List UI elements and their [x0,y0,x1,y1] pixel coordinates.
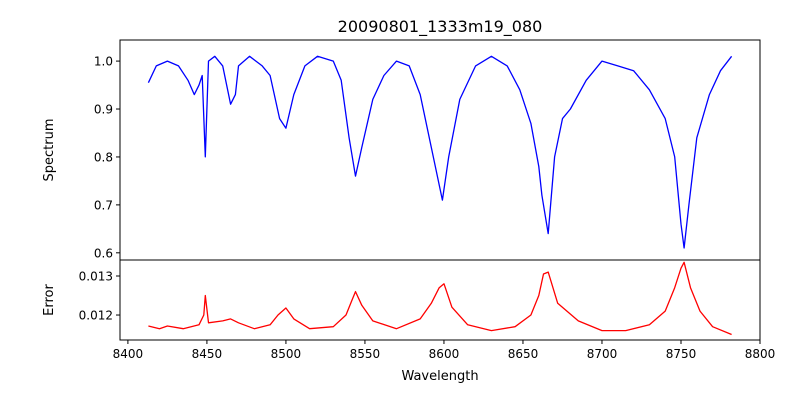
spectrum-y-tick-label: 0.9 [94,103,113,117]
x-tick-label: 8650 [508,347,539,361]
x-tick-label: 8450 [192,347,223,361]
spectrum-y-tick-label: 1.0 [94,55,113,69]
x-tick-label: 8550 [350,347,381,361]
spectrum-y-label: Spectrum [42,119,57,182]
error-y-tick-label: 0.012 [79,309,113,323]
spectrum-line [147,55,733,249]
error-line [148,261,732,336]
chart-title: 20090801_1333m19_080 [338,17,543,37]
spectrum-axes-frame [119,39,761,261]
error-axes-frame [119,259,761,341]
x-tick-label: 8400 [113,347,144,361]
spectrum-y-tick-label: 0.7 [94,198,113,212]
x-axis-label: Wavelength [401,369,478,384]
x-tick-label: 8700 [587,347,618,361]
error-y-tick-label: 0.013 [79,270,113,284]
x-tick-label: 8500 [271,347,302,361]
spectrum-y-tick-label: 0.8 [94,150,113,164]
x-tick-label: 8800 [745,347,776,361]
error-y-label: Error [42,284,57,316]
x-tick-label: 8600 [429,347,460,361]
spectrum-y-tick-label: 0.6 [94,246,113,260]
x-tick-label: 8750 [666,347,697,361]
